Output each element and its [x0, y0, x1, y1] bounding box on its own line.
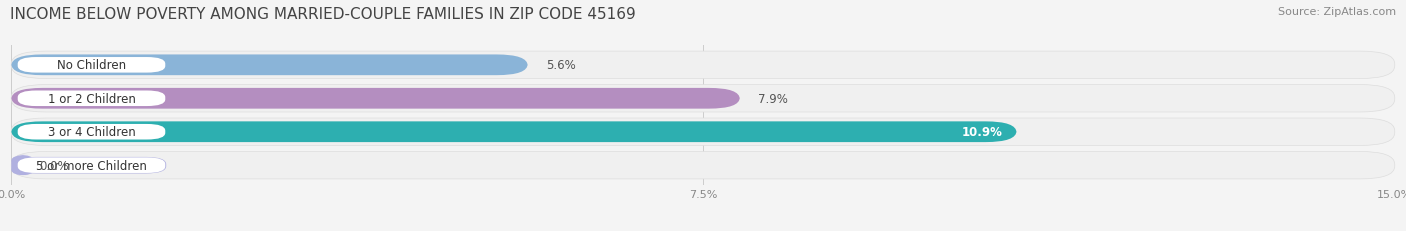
FancyBboxPatch shape	[11, 88, 740, 109]
FancyBboxPatch shape	[11, 52, 1395, 79]
FancyBboxPatch shape	[11, 122, 1017, 143]
Text: 7.9%: 7.9%	[758, 92, 789, 105]
Text: No Children: No Children	[56, 59, 127, 72]
FancyBboxPatch shape	[18, 125, 166, 140]
FancyBboxPatch shape	[18, 158, 166, 173]
Text: 5 or more Children: 5 or more Children	[37, 159, 148, 172]
Text: 5.6%: 5.6%	[546, 59, 576, 72]
FancyBboxPatch shape	[11, 152, 1395, 179]
FancyBboxPatch shape	[11, 85, 1395, 112]
Text: 10.9%: 10.9%	[962, 126, 1002, 139]
Text: 0.0%: 0.0%	[39, 159, 69, 172]
FancyBboxPatch shape	[15, 124, 166, 140]
FancyBboxPatch shape	[11, 155, 34, 176]
FancyBboxPatch shape	[15, 157, 166, 174]
FancyBboxPatch shape	[18, 91, 166, 106]
FancyBboxPatch shape	[15, 91, 166, 107]
FancyBboxPatch shape	[11, 119, 1395, 146]
FancyBboxPatch shape	[18, 58, 166, 73]
Text: Source: ZipAtlas.com: Source: ZipAtlas.com	[1278, 7, 1396, 17]
FancyBboxPatch shape	[15, 57, 166, 74]
Text: INCOME BELOW POVERTY AMONG MARRIED-COUPLE FAMILIES IN ZIP CODE 45169: INCOME BELOW POVERTY AMONG MARRIED-COUPL…	[10, 7, 636, 22]
FancyBboxPatch shape	[11, 55, 527, 76]
Text: 1 or 2 Children: 1 or 2 Children	[48, 92, 135, 105]
Text: 3 or 4 Children: 3 or 4 Children	[48, 126, 135, 139]
